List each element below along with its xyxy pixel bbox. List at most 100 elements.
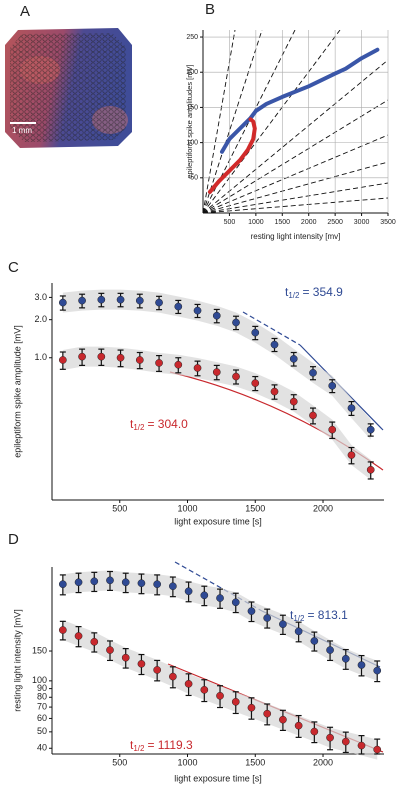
x-tick-label: 500 — [224, 219, 236, 226]
half-life-annotation: t1/2 = 304.0 — [130, 417, 188, 432]
data-point — [251, 379, 260, 387]
data-point — [121, 578, 130, 587]
data-point — [169, 582, 177, 591]
y-tick-label: 100 — [32, 675, 47, 685]
data-point — [357, 661, 366, 669]
reference-line — [203, 197, 388, 213]
data-point — [232, 372, 240, 381]
data-point — [97, 352, 106, 361]
x-tick-label: 1000 — [248, 219, 264, 226]
data-line — [207, 117, 257, 194]
data-point — [326, 733, 334, 742]
data-point — [309, 411, 317, 420]
panel-label: A — [20, 3, 30, 20]
annotation-part: 1/2 — [133, 423, 145, 432]
annotation-part: = 1119.3 — [147, 738, 193, 752]
data-point — [74, 578, 83, 587]
data-point — [106, 576, 114, 585]
electrode-array — [10, 33, 126, 142]
data-point — [309, 368, 317, 377]
data-point — [78, 296, 86, 305]
data-point — [155, 359, 163, 367]
x-axis-label: light exposure time [s] — [174, 773, 262, 783]
data-point — [326, 646, 334, 654]
data-point — [184, 680, 193, 688]
data-point — [357, 741, 366, 750]
reference-line — [203, 30, 263, 213]
annotation-part: = 354.9 — [302, 285, 343, 299]
data-point — [58, 626, 67, 634]
data-point — [294, 721, 303, 730]
data-point — [347, 404, 356, 412]
x-axis-label: resting light intensity [mv] — [251, 232, 341, 241]
data-point — [347, 451, 356, 459]
data-point — [116, 353, 125, 362]
data-point — [58, 356, 67, 364]
data-point — [366, 425, 375, 434]
data-point — [193, 364, 202, 372]
data-point — [90, 577, 99, 586]
annotation-part: 1/2 — [288, 291, 300, 300]
data-point — [155, 298, 163, 307]
reference-line — [203, 30, 236, 213]
data-point — [137, 579, 146, 588]
y-tick-label: 50 — [190, 175, 198, 182]
data-point — [58, 580, 67, 589]
data-point — [279, 620, 287, 629]
data-point — [212, 311, 221, 320]
x-tick-label: 2000 — [313, 757, 333, 767]
y-tick-label: 200 — [186, 69, 198, 76]
y-tick-label: 1.0 — [34, 352, 47, 362]
data-point — [153, 666, 162, 674]
data-point — [270, 387, 279, 396]
scale-bar-label: 1 mm — [12, 126, 32, 135]
y-tick-label: 40 — [37, 743, 47, 753]
data-point — [310, 637, 319, 645]
data-point — [263, 614, 272, 622]
data-point — [212, 368, 221, 376]
data-point — [310, 727, 319, 736]
data-point — [184, 587, 193, 596]
reference-line — [203, 182, 388, 213]
x-tick-label: 1500 — [274, 219, 290, 226]
x-axis-label: light exposure time [s] — [174, 516, 262, 526]
data-point — [216, 691, 224, 700]
annotation-part: = 304.0 — [147, 417, 188, 431]
data-point — [174, 302, 183, 311]
x-tick-label: 2000 — [313, 503, 333, 513]
data-point — [135, 356, 144, 364]
data-point — [251, 328, 260, 337]
annotation-part: t — [130, 738, 134, 752]
panel-label: D — [8, 531, 19, 548]
reference-lines — [203, 30, 388, 213]
y-tick-label: 250 — [186, 34, 198, 41]
data-point — [341, 737, 350, 746]
x-tick-label: 2000 — [301, 219, 317, 226]
data-point — [247, 703, 256, 712]
half-life-annotation: t1/2 = 1119.3 — [130, 738, 193, 753]
data-point — [121, 653, 130, 662]
data-point — [366, 465, 375, 474]
data-point — [78, 352, 86, 361]
x-tick-label: 1000 — [177, 503, 197, 513]
annotation-part: t — [285, 285, 289, 299]
data-point — [328, 381, 337, 390]
data-point — [116, 295, 125, 304]
data-point — [328, 425, 337, 434]
data-point — [200, 685, 209, 694]
data-point — [135, 296, 144, 305]
annotation-part: = 813.1 — [307, 608, 348, 622]
y-axis-label: resting light intensity [mV] — [12, 609, 22, 712]
data-point — [231, 697, 240, 706]
y-tick-label: 80 — [37, 692, 47, 702]
data-point — [193, 306, 202, 315]
data-point — [373, 666, 382, 675]
panel-a: A 1 mm — [5, 3, 132, 148]
reference-line — [203, 30, 341, 213]
x-tick-label: 500 — [112, 757, 127, 767]
half-life-annotation: t1/2 = 354.9 — [285, 285, 343, 300]
x-tick-label: 3500 — [380, 219, 396, 226]
annotation-part: 1/2 — [133, 744, 145, 753]
y-tick-label: 3.0 — [34, 292, 47, 302]
